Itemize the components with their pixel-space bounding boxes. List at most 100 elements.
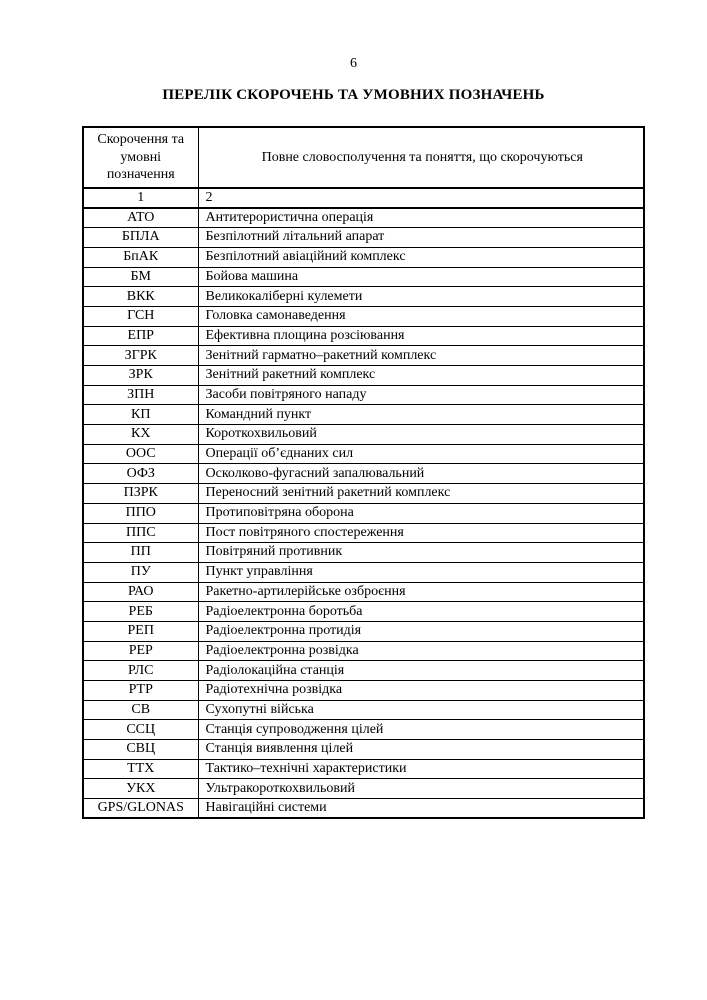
full-phrase-cell: Бойова машина	[197, 266, 645, 288]
full-phrase-cell: Антитерористична операція	[197, 207, 645, 229]
abbreviation-cell: АТО	[82, 207, 199, 229]
full-phrase-cell: Радіоелектронна боротьба	[197, 601, 645, 622]
table-row: ГСН Головка самонаведення	[82, 305, 645, 327]
table-row: ЗПН Засоби повітряного нападу	[82, 384, 645, 406]
table-row: ПЗРК Переносний зенітний ракетний комплек…	[82, 483, 645, 504]
abbreviation-cell: ПУ	[82, 561, 199, 583]
abbreviation-cell: РТР	[82, 680, 199, 701]
abbreviation-cell: ЗРК	[82, 365, 199, 386]
table-row: ЗГРК Зенітний гарматно–ракетний комплекс	[82, 345, 645, 366]
table-row: РЕР Радіоелектронна розвідка	[82, 640, 645, 662]
abbreviation-cell: ООС	[82, 443, 199, 465]
abbreviation-cell: СВЦ	[82, 739, 199, 760]
abbreviation-cell: КП	[82, 404, 199, 426]
full-phrase-cell: Ультракороткохвильовий	[197, 778, 645, 800]
abbreviation-cell: БпАК	[82, 246, 199, 268]
full-phrase-cell: Ракетно-артилерійське озброєння	[197, 581, 645, 603]
table-row: ПУ Пункт управління	[82, 561, 645, 583]
abbreviation-cell: ТТХ	[82, 758, 199, 780]
table-row: ООС Операції об’єднаних сил	[82, 443, 645, 465]
table-row: GPS/GLONAS Навігаційні системи	[82, 798, 645, 819]
full-phrase-cell: Навігаційні системи	[197, 798, 645, 819]
full-phrase-cell: Станція супроводження цілей	[197, 719, 645, 741]
page-number: 6	[350, 56, 357, 71]
table-row: РЛС Радіолокаційна станція	[82, 660, 645, 681]
full-phrase-cell: Радіолокаційна станція	[197, 660, 645, 681]
abbreviation-cell: РАО	[82, 581, 199, 603]
abbreviation-cell: РЛС	[82, 660, 199, 681]
abbreviation-cell: ЗПН	[82, 384, 199, 406]
abbreviation-cell: КХ	[82, 424, 199, 445]
table-row: ПП Повітряний противник	[82, 542, 645, 563]
table-row: ЗРК Зенітний ракетний комплекс	[82, 365, 645, 386]
full-phrase-cell: Великокаліберні кулемети	[197, 286, 645, 307]
abbreviation-cell: ЕПР	[82, 325, 199, 347]
full-phrase-cell: Сухопутні війська	[197, 699, 645, 721]
full-phrase-cell: Короткохвильовий	[197, 424, 645, 445]
full-phrase-cell: Командний пункт	[197, 404, 645, 426]
table-row: ППО Протиповітряна оборона	[82, 502, 645, 524]
full-phrase-cell: Зенітний ракетний комплекс	[197, 365, 645, 386]
table-row: КХ Короткохвильовий	[82, 424, 645, 445]
abbreviation-cell: ГСН	[82, 305, 199, 327]
full-phrase-cell: Тактико–технічні характеристики	[197, 758, 645, 780]
full-phrase-cell: Пункт управління	[197, 561, 645, 583]
full-phrase-cell: Головка самонаведення	[197, 305, 645, 327]
full-phrase-cell: Повітряний противник	[197, 542, 645, 563]
full-phrase-cell: Радіоелектронна протидія	[197, 620, 645, 642]
table-row: РАО Ракетно-артилерійське озброєння	[82, 581, 645, 603]
abbreviation-cell: ЗГРК	[82, 345, 199, 366]
abbreviation-cell: РЕР	[82, 640, 199, 662]
abbreviation-cell: ПП	[82, 542, 199, 563]
table-row: КП Командний пункт	[82, 404, 645, 426]
header-cell-abbreviation: Скорочення та умовні позначення	[82, 126, 199, 189]
table-row: СВЦ Станція виявлення цілей	[82, 739, 645, 760]
abbreviation-cell: ОФЗ	[82, 463, 199, 485]
header-row: Скорочення та умовні позначення Повне сл…	[82, 126, 645, 189]
full-phrase-cell: Станція виявлення цілей	[197, 739, 645, 760]
abbreviation-cell: РЕБ	[82, 601, 199, 622]
abbreviation-cell: БМ	[82, 266, 199, 288]
full-phrase-cell: Осколково-фугасний запалювальний	[197, 463, 645, 485]
full-phrase-cell: Ефективна площина розсіювання	[197, 325, 645, 347]
table-row: РТР Радіотехнічна розвідка	[82, 680, 645, 701]
table-row: АТО Антитерористична операція	[82, 207, 645, 229]
abbreviation-cell: БПЛА	[82, 227, 199, 248]
full-phrase-cell: Засоби повітряного нападу	[197, 384, 645, 406]
table-row: ВКК Великокаліберні кулемети	[82, 286, 645, 307]
table-row: РЕП Радіоелектронна протидія	[82, 620, 645, 642]
full-phrase-cell: Безпілотний авіаційний комплекс	[197, 246, 645, 268]
full-phrase-cell: Операції об’єднаних сил	[197, 443, 645, 465]
table-row: СВ Сухопутні війська	[82, 699, 645, 721]
abbreviations-table: Скорочення та умовні позначення Повне сл…	[82, 126, 645, 820]
table-row: ППС Пост повітряного спостереження	[82, 522, 645, 544]
table-row: ТТХ Тактико–технічні характеристики	[82, 758, 645, 780]
numbering-cell-1: 1	[82, 187, 199, 209]
table-row: БПЛА Безпілотний літальний апарат	[82, 227, 645, 248]
abbreviations-table-head: Скорочення та умовні позначення Повне сл…	[82, 126, 645, 209]
numbering-row: 1 2	[82, 187, 645, 209]
table-row: РЕБ Радіоелектронна боротьба	[82, 601, 645, 622]
table-row: ССЦ Станція супроводження цілей	[82, 719, 645, 741]
abbreviation-cell: ССЦ	[82, 719, 199, 741]
abbreviation-cell: ВКК	[82, 286, 199, 307]
abbreviation-cell: УКХ	[82, 778, 199, 800]
full-phrase-cell: Зенітний гарматно–ракетний комплекс	[197, 345, 645, 366]
full-phrase-cell: Радіоелектронна розвідка	[197, 640, 645, 662]
table-row: УКХ Ультракороткохвильовий	[82, 778, 645, 800]
full-phrase-cell: Переносний зенітний ракетний комплекс	[197, 483, 645, 504]
table-row: БпАК Безпілотний авіаційний комплекс	[82, 246, 645, 268]
table-row: ОФЗ Осколково-фугасний запалювальний	[82, 463, 645, 485]
abbreviation-table-rows: АТО Антитерористична операція БПЛА Безпілот…	[82, 207, 645, 819]
numbering-cell-2: 2	[197, 187, 645, 209]
abbreviation-cell: ППО	[82, 502, 199, 524]
full-phrase-cell: Пост повітряного спостереження	[197, 522, 645, 544]
table-row: БМ Бойова машина	[82, 266, 645, 288]
full-phrase-cell: Радіотехнічна розвідка	[197, 680, 645, 701]
abbreviation-cell: РЕП	[82, 620, 199, 642]
full-phrase-cell: Протиповітряна оборона	[197, 502, 645, 524]
header-cell-full-phrase: Повне словосполучення та поняття, що ско…	[197, 126, 645, 189]
abbreviation-cell: СВ	[82, 699, 199, 721]
page-title: ПЕРЕЛІК СКОРОЧЕНЬ ТА УМОВНИХ ПОЗНАЧЕНЬ	[162, 87, 545, 103]
